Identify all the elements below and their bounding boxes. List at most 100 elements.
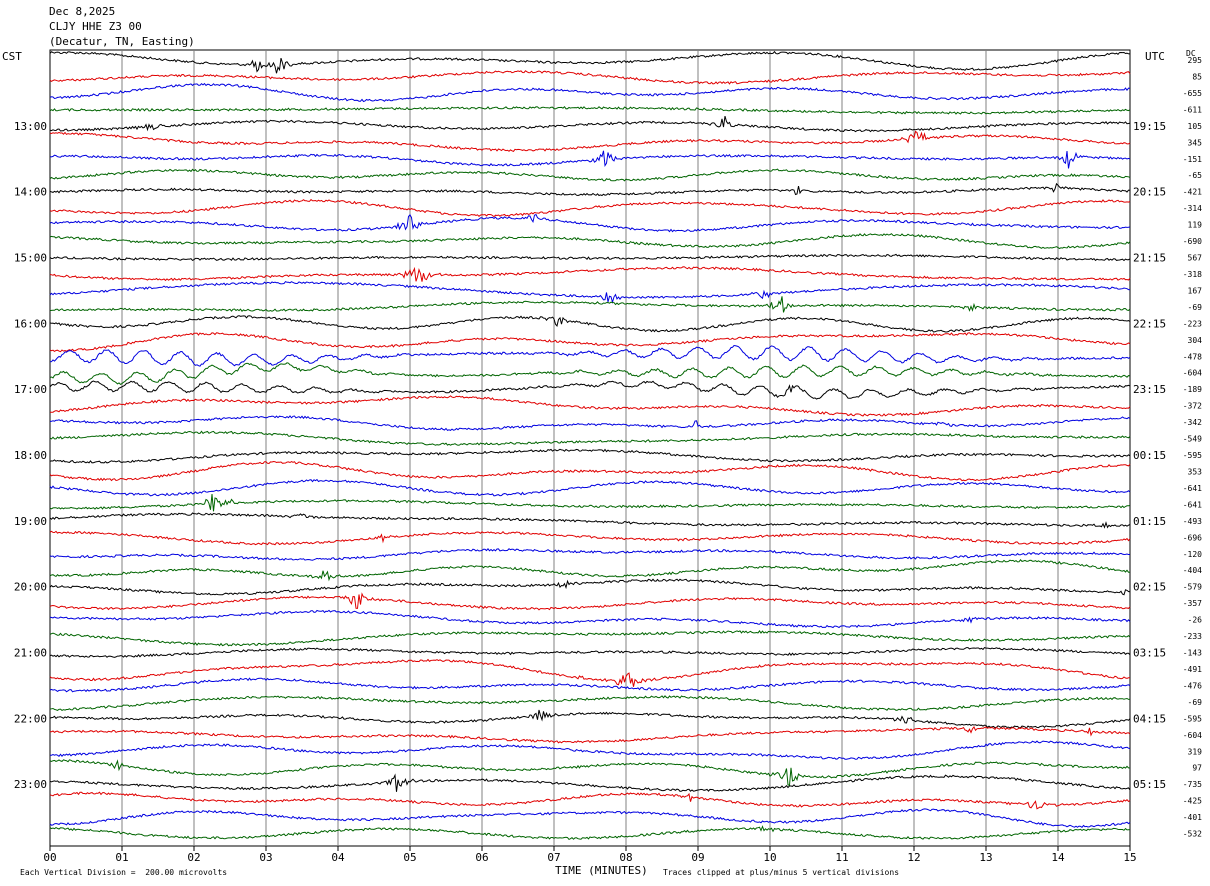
left-hour-label: 17:00 bbox=[14, 383, 47, 396]
dc-offset-label: -641 bbox=[1183, 500, 1202, 509]
trace-line bbox=[49, 266, 1131, 282]
dc-offset-label: -549 bbox=[1183, 435, 1202, 444]
right-hour-label: 00:15 bbox=[1133, 449, 1166, 462]
dc-offset-label: -69 bbox=[1188, 698, 1203, 707]
trace-line bbox=[49, 332, 1131, 353]
trace-line bbox=[49, 448, 1131, 464]
dc-offset-label: -579 bbox=[1183, 583, 1202, 592]
dc-offset-label: 85 bbox=[1192, 72, 1202, 81]
dc-offset-label: 319 bbox=[1188, 747, 1203, 756]
x-tick-label: 12 bbox=[907, 851, 920, 864]
trace-line bbox=[49, 478, 1131, 497]
right-hour-label: 22:15 bbox=[1133, 317, 1166, 330]
x-tick-label: 06 bbox=[475, 851, 488, 864]
trace-line bbox=[49, 677, 1131, 693]
x-tick-label: 07 bbox=[547, 851, 560, 864]
right-timezone-label: UTC bbox=[1145, 50, 1165, 63]
dc-offset-label: -493 bbox=[1183, 517, 1202, 526]
dc-offset-label: -65 bbox=[1188, 171, 1203, 180]
trace-line bbox=[49, 115, 1131, 133]
trace-line bbox=[49, 695, 1131, 711]
trace-line bbox=[49, 791, 1131, 810]
dc-offset-label: -641 bbox=[1183, 484, 1202, 493]
dc-offset-label: -425 bbox=[1183, 797, 1202, 806]
right-hour-label: 19:15 bbox=[1133, 120, 1166, 133]
trace-line bbox=[49, 415, 1131, 432]
left-hour-label: 19:00 bbox=[14, 515, 47, 528]
right-hour-label: 20:15 bbox=[1133, 186, 1166, 199]
x-tick-label: 08 bbox=[619, 851, 632, 864]
x-axis-label: TIME (MINUTES) bbox=[555, 864, 648, 877]
dc-offset-label: -401 bbox=[1183, 813, 1202, 822]
chart-header: Dec 8,2025 CLJY HHE Z3 00 (Decatur, TN, … bbox=[49, 4, 195, 49]
x-tick-label: 11 bbox=[835, 851, 848, 864]
x-tick-label: 10 bbox=[763, 851, 776, 864]
trace-line bbox=[49, 198, 1131, 218]
dc-offset-label: -491 bbox=[1183, 665, 1202, 674]
dc-offset-label: 295 bbox=[1188, 56, 1203, 65]
x-tick-label: 15 bbox=[1123, 851, 1136, 864]
trace-line bbox=[49, 70, 1131, 85]
dc-offset-label: 167 bbox=[1188, 286, 1203, 295]
dc-offset-label: -421 bbox=[1183, 188, 1202, 197]
trace-line bbox=[49, 825, 1131, 841]
dc-offset-label: -223 bbox=[1183, 319, 1202, 328]
dc-offset-label: -372 bbox=[1183, 402, 1202, 411]
left-timezone-label: CST bbox=[2, 50, 22, 63]
right-hour-label: 01:15 bbox=[1133, 515, 1166, 528]
trace-line bbox=[49, 630, 1131, 647]
x-tick-label: 05 bbox=[403, 851, 416, 864]
dc-label: DC bbox=[1186, 49, 1196, 58]
trace-line bbox=[49, 740, 1131, 760]
trace-line bbox=[49, 609, 1131, 629]
dc-offset-label: -26 bbox=[1188, 616, 1203, 625]
trace-line bbox=[49, 592, 1131, 611]
header-date: Dec 8,2025 bbox=[49, 5, 116, 18]
dc-offset-label: -143 bbox=[1183, 649, 1202, 658]
trace-line bbox=[49, 130, 1131, 153]
trace-line bbox=[49, 512, 1131, 529]
left-hour-label: 22:00 bbox=[14, 712, 47, 725]
trace-line bbox=[49, 709, 1131, 729]
trace-line bbox=[49, 530, 1131, 546]
trace-line bbox=[49, 344, 1131, 367]
trace-line bbox=[49, 233, 1131, 250]
trace-line bbox=[49, 559, 1130, 582]
trace-line bbox=[49, 168, 1131, 182]
left-hour-label: 20:00 bbox=[14, 581, 47, 594]
trace-group bbox=[49, 50, 1131, 841]
right-hour-label: 23:15 bbox=[1133, 383, 1166, 396]
dc-offset-label: 105 bbox=[1188, 122, 1203, 131]
trace-line bbox=[49, 658, 1130, 687]
trace-line bbox=[49, 296, 1131, 313]
trace-line bbox=[49, 50, 1131, 74]
dc-offset-label: -189 bbox=[1183, 385, 1202, 394]
left-hour-label: 18:00 bbox=[14, 449, 47, 462]
dc-offset-label: -478 bbox=[1183, 352, 1202, 361]
trace-line bbox=[50, 395, 1131, 417]
dc-offset-label: -120 bbox=[1183, 550, 1202, 559]
right-hour-label: 04:15 bbox=[1133, 712, 1166, 725]
trace-line bbox=[49, 725, 1131, 744]
dc-offset-label: -69 bbox=[1188, 303, 1203, 312]
dc-offset-label: -151 bbox=[1183, 155, 1202, 164]
left-hour-label: 23:00 bbox=[14, 778, 47, 791]
dc-offset-label: -342 bbox=[1183, 418, 1202, 427]
trace-line bbox=[49, 808, 1131, 828]
x-tick-label: 01 bbox=[115, 851, 128, 864]
x-tick-label: 04 bbox=[331, 851, 345, 864]
dc-offset-label: -314 bbox=[1183, 204, 1202, 213]
label-group: 00 01 02 03 04 05 06 07 08 09 10 11 12 13 14 15 295 85 -65… bbox=[14, 56, 1202, 864]
header-station: CLJY HHE Z3 00 bbox=[49, 20, 142, 33]
right-hour-label: 21:15 bbox=[1133, 252, 1166, 265]
header-location: (Decatur, TN, Easting) bbox=[49, 35, 195, 48]
dc-offset-label: -611 bbox=[1183, 105, 1202, 114]
x-tick-label: 09 bbox=[691, 851, 704, 864]
trace-line bbox=[49, 430, 1131, 446]
trace-line bbox=[49, 182, 1131, 197]
dc-offset-label: 97 bbox=[1192, 764, 1202, 773]
trace-line bbox=[49, 280, 1131, 305]
dc-offset-label: 353 bbox=[1188, 467, 1203, 476]
dc-offset-label: 567 bbox=[1188, 254, 1203, 263]
